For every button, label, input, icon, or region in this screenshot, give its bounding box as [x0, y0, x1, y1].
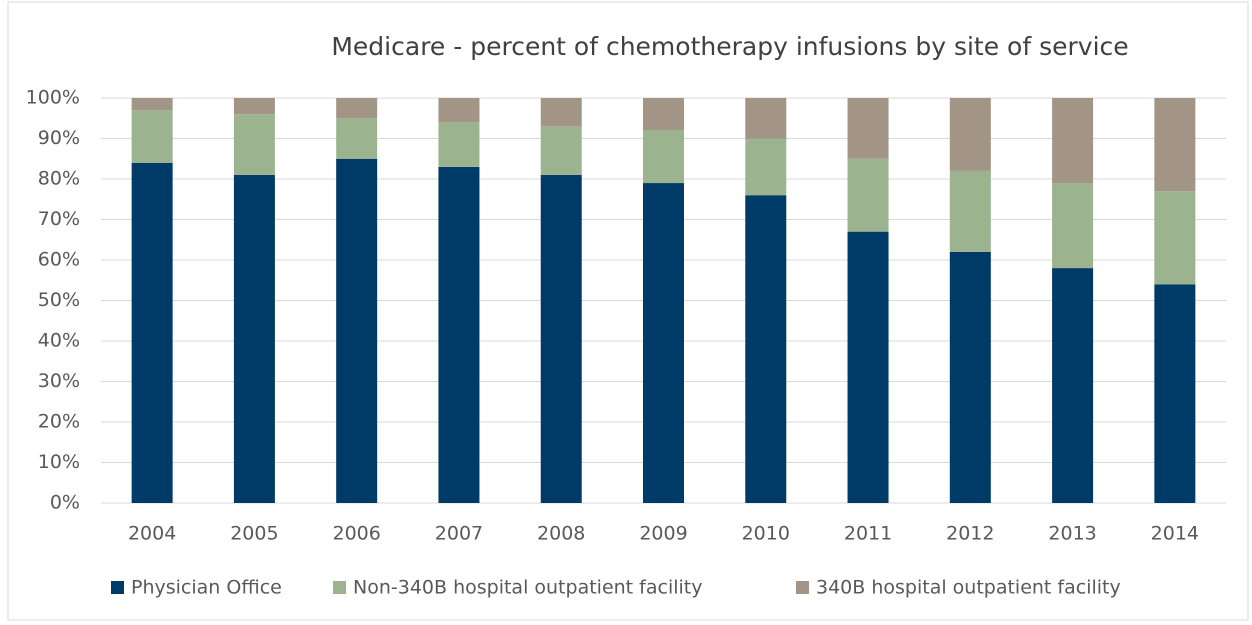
y-tick-label: 30% — [38, 370, 80, 392]
bar-segment — [336, 98, 378, 119]
x-tick-label: 2010 — [742, 523, 790, 545]
y-tick-label: 20% — [38, 411, 80, 433]
bar-segment — [949, 170, 991, 252]
bar-segment — [233, 98, 275, 115]
x-tick-label: 2014 — [1151, 523, 1199, 545]
bar-segment — [1052, 98, 1094, 184]
y-tick-label: 70% — [38, 208, 80, 230]
x-tick-label: 2006 — [333, 523, 381, 545]
legend-label: 340B hospital outpatient facility — [816, 577, 1121, 599]
y-tick-label: 50% — [38, 289, 80, 311]
y-tick-label: 40% — [38, 330, 80, 352]
bar-segment — [847, 98, 889, 159]
y-tick-label: 0% — [50, 492, 80, 514]
x-tick-label: 2005 — [230, 523, 278, 545]
bar-segment — [233, 174, 275, 503]
x-tick-label: 2009 — [639, 523, 687, 545]
legend-label: Physician Office — [131, 577, 282, 599]
bar-segment — [540, 98, 582, 127]
bar-segment — [540, 126, 582, 175]
bar-segment — [438, 98, 480, 123]
legend-swatch — [111, 581, 124, 594]
bar-segment — [745, 138, 787, 196]
bar-segment — [233, 114, 275, 175]
bar-segment — [1154, 98, 1196, 192]
legend-swatch — [333, 581, 346, 594]
x-tick-label: 2007 — [435, 523, 483, 545]
bar-segment — [1154, 191, 1196, 285]
bar-segment — [643, 183, 684, 504]
y-tick-label: 90% — [38, 127, 80, 149]
bar-segment — [643, 98, 684, 131]
bar-segment — [643, 130, 684, 184]
bar-segment — [1154, 284, 1196, 503]
bar-segment — [438, 166, 480, 503]
bar-segment — [745, 195, 787, 503]
x-tick-label: 2004 — [128, 523, 176, 545]
y-tick-label: 60% — [38, 249, 80, 271]
y-tick-label: 80% — [38, 168, 80, 190]
bar-segment — [540, 174, 582, 503]
x-tick-label: 2008 — [537, 523, 585, 545]
bar-segment — [949, 98, 991, 171]
bar-segment — [1052, 183, 1094, 269]
legend-swatch — [796, 581, 809, 594]
bar-segment — [949, 251, 991, 503]
bar-segment — [745, 98, 787, 139]
bar-segment — [847, 231, 889, 503]
bar-segment — [438, 122, 480, 167]
bar-segment — [131, 110, 173, 163]
legend-label: Non-340B hospital outpatient facility — [353, 577, 702, 599]
bar-segment — [131, 98, 173, 111]
bar-segment — [131, 162, 173, 504]
x-tick-label: 2012 — [946, 523, 994, 545]
y-tick-label: 10% — [38, 451, 80, 473]
y-tick-label: 100% — [26, 87, 80, 109]
chart-title: Medicare - percent of chemotherapy infus… — [331, 32, 1128, 61]
x-tick-label: 2013 — [1048, 523, 1096, 545]
bar-segment — [336, 158, 378, 503]
chart-border — [7, 1, 1249, 621]
bar-segment — [336, 118, 378, 159]
x-tick-label: 2011 — [844, 523, 892, 545]
bar-segment — [847, 158, 889, 232]
bar-segment — [1052, 268, 1094, 503]
